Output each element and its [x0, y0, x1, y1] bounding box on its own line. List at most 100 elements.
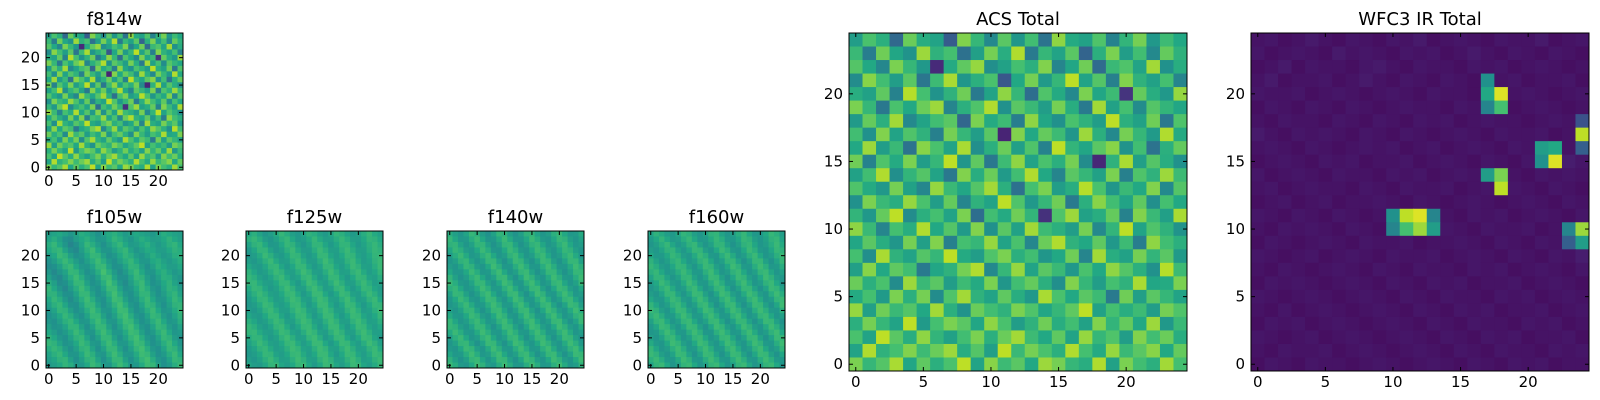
heatmap-cell	[957, 168, 972, 183]
heatmap-cell	[997, 316, 1012, 331]
heatmap-cell	[278, 274, 285, 281]
heatmap-cell	[556, 269, 563, 276]
heatmap-cell	[128, 318, 135, 325]
heatmap-cell	[916, 262, 931, 277]
heatmap-cell	[117, 148, 124, 155]
heatmap-cell	[306, 236, 313, 243]
heatmap-cell	[719, 302, 726, 309]
heatmap-cell	[78, 153, 85, 160]
heatmap-cell	[1011, 60, 1026, 75]
heatmap-cell	[300, 329, 307, 336]
heatmap-cell	[166, 115, 173, 122]
heatmap-cell	[876, 127, 891, 142]
heatmap-cell	[67, 120, 74, 127]
heatmap-cell	[452, 324, 459, 331]
heatmap-cell	[1399, 235, 1414, 250]
heatmap-cell	[1575, 330, 1590, 345]
heatmap-cell	[1345, 114, 1360, 129]
heatmap-cell	[73, 247, 80, 254]
heatmap-cell	[177, 296, 184, 303]
heatmap-cell	[713, 296, 720, 303]
heatmap-cell	[144, 313, 151, 320]
heatmap-cell	[166, 241, 173, 248]
heatmap-cell	[1038, 316, 1053, 331]
heatmap-cell	[556, 307, 563, 314]
heatmap-cell	[1092, 357, 1107, 372]
heatmap-cell	[344, 258, 351, 265]
heatmap-cell	[139, 258, 146, 265]
heatmap-cell	[67, 346, 74, 353]
heatmap-cell	[1105, 60, 1120, 75]
heatmap-cell	[713, 263, 720, 270]
heatmap-cell	[262, 231, 269, 237]
heatmap-cell	[752, 296, 759, 303]
heatmap-cell	[1548, 87, 1563, 102]
heatmap-cell	[361, 274, 368, 281]
heatmap-cell	[262, 324, 269, 331]
heatmap-cell	[256, 313, 263, 320]
heatmap-cell	[779, 329, 786, 336]
heatmap-cell	[518, 362, 525, 369]
heatmap-cell	[523, 307, 530, 314]
heatmap-cell	[317, 274, 324, 281]
heatmap-cell	[889, 289, 904, 304]
heatmap-cell	[697, 324, 704, 331]
heatmap-cell	[1548, 222, 1563, 237]
heatmap-cell	[177, 153, 184, 160]
heatmap-cell	[139, 38, 146, 45]
heatmap-cell	[128, 236, 135, 243]
heatmap-cell	[768, 231, 775, 237]
heatmap-cell	[518, 269, 525, 276]
heatmap-cell	[128, 307, 135, 314]
heatmap-cell	[284, 351, 291, 358]
heatmap-cell	[122, 274, 129, 281]
heatmap-cell	[89, 263, 96, 270]
heatmap-cell	[735, 241, 742, 248]
heatmap-cell	[957, 154, 972, 169]
heatmap-cell	[523, 263, 530, 270]
heatmap-cell	[545, 247, 552, 254]
heatmap-cell	[1413, 330, 1428, 345]
heatmap-cell	[89, 71, 96, 78]
heatmap-cell	[708, 285, 715, 292]
heatmap-cell	[339, 313, 346, 320]
heatmap-cell	[457, 274, 464, 281]
heatmap-cell	[67, 296, 74, 303]
heatmap-cell	[757, 263, 764, 270]
heatmap-cell	[62, 33, 69, 39]
heatmap-cell	[106, 115, 113, 122]
heatmap-cell	[1534, 87, 1549, 102]
heatmap-cell	[556, 252, 563, 259]
heatmap-cell	[139, 76, 146, 83]
heatmap-cell	[1011, 289, 1026, 304]
f125w-heatmap	[246, 231, 384, 369]
heatmap-cell	[1480, 100, 1495, 115]
heatmap-cell	[128, 104, 135, 111]
heatmap-cell	[1024, 60, 1039, 75]
heatmap-cell	[567, 285, 574, 292]
heatmap-cell	[1024, 141, 1039, 156]
heatmap-cell	[51, 71, 58, 78]
heatmap-cell	[1038, 127, 1053, 142]
heatmap-cell	[567, 357, 574, 364]
heatmap-cell	[1305, 33, 1320, 48]
heatmap-cell	[562, 346, 569, 353]
heatmap-cell	[106, 329, 113, 336]
heatmap-cell	[518, 252, 525, 259]
y-tick-label: 10	[422, 301, 441, 319]
heatmap-cell	[117, 120, 124, 127]
heatmap-cell	[161, 362, 168, 369]
heatmap-cell	[512, 346, 519, 353]
heatmap-cell	[567, 296, 574, 303]
heatmap-cell	[89, 285, 96, 292]
heatmap-cell	[876, 208, 891, 223]
y-tick-label: 15	[1226, 152, 1245, 170]
heatmap-cell	[523, 313, 530, 320]
heatmap-cell	[1494, 100, 1509, 115]
heatmap-cell	[62, 241, 69, 248]
heatmap-cell	[735, 302, 742, 309]
heatmap-cell	[166, 148, 173, 155]
heatmap-cell	[545, 324, 552, 331]
heatmap-cell	[1291, 114, 1306, 129]
heatmap-cell	[474, 247, 481, 254]
